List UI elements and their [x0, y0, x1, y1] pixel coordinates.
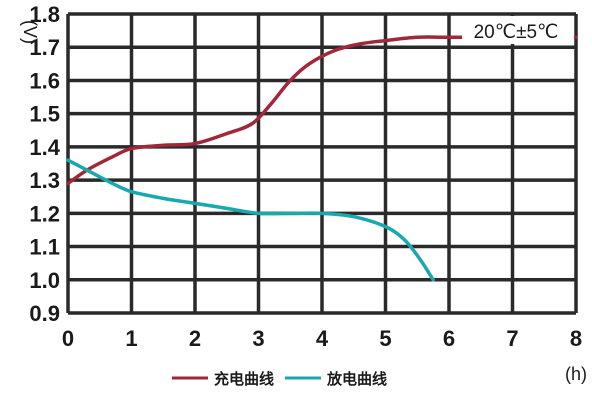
legend-label-charge: 充电曲线 — [214, 370, 274, 388]
y-tick-label: 1.4 — [29, 135, 60, 160]
series-line-charge — [66, 35, 578, 186]
series-layer — [66, 35, 578, 282]
grid — [66, 12, 578, 315]
x-tick-label: 2 — [189, 326, 201, 351]
y-tick-label: 1.1 — [29, 235, 60, 260]
x-tick-labels: 0 1 2 3 4 5 6 7 8 — [62, 326, 582, 351]
y-tick-label: 1.5 — [29, 102, 60, 127]
temperature-annotation: 20℃±5℃ — [474, 22, 559, 43]
x-tick-label: 1 — [125, 326, 137, 351]
y-tick-label: 0.9 — [29, 301, 60, 326]
x-tick-label: 7 — [506, 326, 518, 351]
x-tick-label: 8 — [570, 326, 582, 351]
y-tick-label: 1.6 — [29, 68, 60, 93]
y-tick-label: 1.8 — [29, 2, 60, 27]
series-line-discharge — [66, 158, 435, 282]
y-tick-label: 1.3 — [29, 168, 60, 193]
y-tick-label: 1.0 — [29, 268, 60, 293]
y-tick-label: 1.2 — [29, 201, 60, 226]
annotation-background — [462, 16, 574, 44]
x-tick-label: 4 — [316, 326, 329, 351]
x-tick-label: 0 — [62, 326, 74, 351]
x-tick-label: 5 — [379, 326, 391, 351]
y-axis-label: (V) — [20, 20, 40, 44]
x-tick-label: 3 — [252, 326, 264, 351]
legend-label-discharge: 放电曲线 — [326, 370, 387, 388]
x-tick-label: 6 — [443, 326, 455, 351]
x-axis-label: (h) — [565, 364, 587, 384]
legend: 充电曲线 放电曲线 — [172, 370, 387, 388]
y-tick-labels: 0.9 1.0 1.1 1.2 1.3 1.4 1.5 1.6 1.7 1.8 — [29, 2, 60, 326]
y-tick-label: 1.7 — [29, 35, 60, 60]
